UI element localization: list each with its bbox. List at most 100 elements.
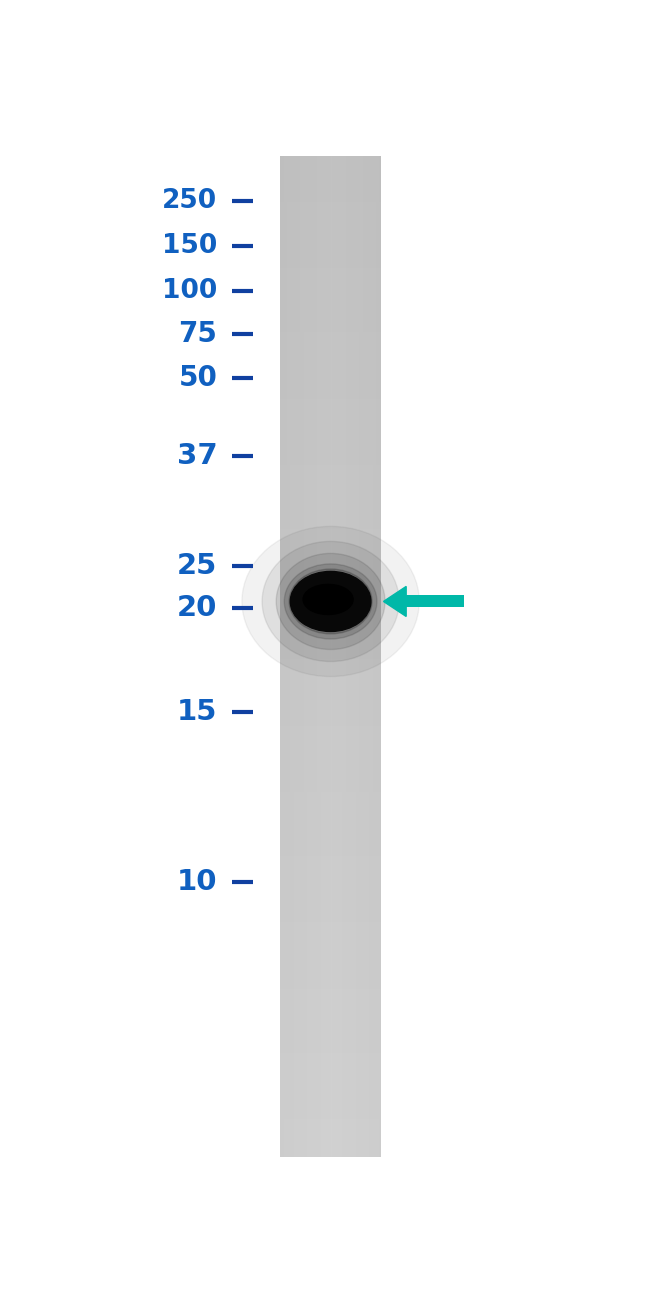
Bar <box>320 156 322 1157</box>
Bar <box>280 1119 381 1123</box>
Bar <box>280 859 381 863</box>
Bar <box>280 361 381 367</box>
Bar <box>280 225 381 229</box>
Bar <box>280 442 381 446</box>
Bar <box>280 195 381 199</box>
Bar <box>329 156 331 1157</box>
Bar <box>280 156 282 1157</box>
Bar <box>280 932 381 937</box>
Bar <box>280 272 381 276</box>
Bar <box>280 429 381 433</box>
Bar <box>280 708 381 714</box>
Bar <box>280 191 381 196</box>
Bar <box>280 515 381 520</box>
Bar <box>280 849 381 853</box>
Bar <box>280 972 381 976</box>
Bar <box>280 1149 381 1153</box>
Bar <box>280 276 381 279</box>
Bar <box>280 802 381 806</box>
Bar <box>280 425 381 429</box>
Bar <box>356 156 358 1157</box>
Bar <box>280 472 381 476</box>
Bar <box>283 156 285 1157</box>
Bar <box>280 1062 381 1067</box>
Bar <box>280 1056 381 1061</box>
Bar <box>289 156 291 1157</box>
Bar <box>280 238 381 243</box>
Bar <box>358 156 359 1157</box>
Bar <box>280 482 381 486</box>
Text: 75: 75 <box>178 320 217 348</box>
Bar <box>280 968 381 974</box>
Bar <box>349 156 351 1157</box>
Bar <box>280 855 381 861</box>
Bar <box>280 1023 381 1027</box>
Bar <box>280 959 381 963</box>
Bar <box>317 156 319 1157</box>
Bar <box>280 625 381 629</box>
Bar <box>280 792 381 797</box>
Bar <box>280 930 381 933</box>
Bar <box>280 659 381 663</box>
Bar <box>331 156 332 1157</box>
Bar <box>280 549 381 552</box>
Bar <box>280 1019 381 1023</box>
Bar <box>366 156 367 1157</box>
Text: 100: 100 <box>162 278 217 304</box>
Bar <box>280 1109 381 1114</box>
Bar <box>280 985 381 991</box>
Bar <box>280 538 381 543</box>
Bar <box>280 966 381 970</box>
Bar <box>341 156 343 1157</box>
Bar <box>339 156 341 1157</box>
Bar <box>280 312 381 316</box>
Bar <box>280 900 381 903</box>
Bar <box>280 909 381 914</box>
Bar <box>280 459 381 463</box>
Bar <box>280 582 381 586</box>
Bar <box>280 468 381 473</box>
Bar <box>280 235 381 239</box>
Bar <box>280 368 381 373</box>
Ellipse shape <box>242 526 419 676</box>
Bar <box>280 983 381 987</box>
Bar <box>280 913 381 916</box>
Bar <box>280 412 381 416</box>
Bar <box>280 939 381 944</box>
Bar <box>351 156 352 1157</box>
Bar <box>280 476 381 480</box>
Bar <box>280 246 381 250</box>
Bar <box>280 402 381 406</box>
Bar <box>280 619 381 623</box>
Bar <box>291 156 292 1157</box>
Bar <box>280 1069 381 1074</box>
Bar <box>280 682 381 686</box>
Bar <box>280 723 381 727</box>
Bar <box>343 156 344 1157</box>
Bar <box>280 348 381 352</box>
Bar <box>280 555 381 560</box>
Bar <box>280 632 381 637</box>
Bar <box>280 252 381 256</box>
Bar <box>280 742 381 746</box>
Bar <box>280 172 381 176</box>
Bar <box>280 568 381 573</box>
Bar <box>280 1053 381 1057</box>
Bar <box>280 546 381 550</box>
Bar <box>280 679 381 684</box>
Bar <box>282 156 283 1157</box>
Bar <box>280 729 381 733</box>
Bar <box>280 836 381 840</box>
Bar <box>280 1089 381 1093</box>
Bar <box>280 829 381 833</box>
Bar <box>280 823 381 827</box>
Bar <box>312 156 314 1157</box>
Bar <box>280 592 381 597</box>
Bar <box>280 1092 381 1097</box>
Bar <box>280 872 381 876</box>
Bar <box>280 1147 381 1150</box>
Bar <box>280 819 381 823</box>
Bar <box>280 315 381 320</box>
Bar <box>280 749 381 753</box>
Ellipse shape <box>284 564 377 640</box>
